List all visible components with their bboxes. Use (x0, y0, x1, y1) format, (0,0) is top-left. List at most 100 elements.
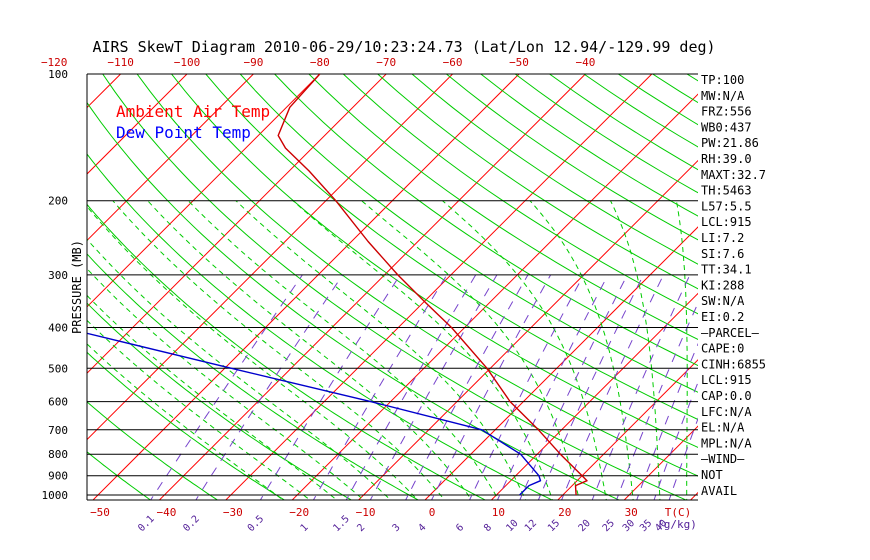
legend-entry-dew-point-temp: Dew Point Temp (116, 123, 251, 142)
pressure-tick-label: 900 (48, 470, 68, 483)
bottom-temperature-label: 30 (625, 506, 638, 519)
bottom-temperature-label: −20 (289, 506, 309, 519)
moist-adiabat-line (235, 200, 527, 500)
bottom-temperature-label: 20 (558, 506, 571, 519)
pressure-tick-label: 1000 (42, 489, 69, 502)
pressure-tick-label: 100 (48, 68, 68, 81)
dry-adiabat-line (308, 74, 698, 341)
dry-adiabat-line (87, 302, 353, 500)
index-item: MPL:N/A (701, 436, 752, 450)
top-temperature-label: −80 (310, 56, 330, 69)
isotherm-line (557, 359, 698, 500)
isotherm-line (87, 74, 188, 175)
mixing-ratio-line (537, 274, 644, 500)
moist-adiabat-line (292, 200, 554, 500)
dry-adiabat-line (825, 74, 870, 504)
mixing-ratio-label: 30 (621, 518, 637, 534)
mixing-ratio-label: 20 (577, 518, 593, 534)
isotherm-line (0, 74, 54, 504)
isotherm-line (87, 74, 121, 109)
dry-adiabat-line (136, 74, 698, 477)
isotherm-line (87, 74, 453, 441)
mixing-ratio-line (312, 274, 448, 500)
dry-adiabat-line (87, 153, 554, 500)
dry-adiabat-line (411, 74, 698, 265)
bottom-temperature-label: 0 (429, 506, 436, 519)
isotherm-line (753, 74, 870, 504)
index-item: CAPE:0 (701, 342, 744, 356)
index-item: MW:N/A (701, 89, 745, 103)
mixing-ratio-label: 12 (523, 518, 539, 534)
isotherm-line (357, 159, 698, 500)
mixing-ratio-lines (150, 274, 698, 500)
index-item: EI:0.2 (701, 310, 744, 324)
moist-adiabat-line (87, 238, 392, 500)
moist-adiabat-line (187, 200, 500, 500)
mixing-ratio-line (653, 381, 698, 500)
isotherm-line (87, 74, 321, 308)
pressure-tick-label: 400 (48, 321, 68, 334)
mixing-ratio-line (469, 274, 585, 500)
isotherm-line (623, 425, 698, 500)
index-item: LI:7.2 (701, 231, 744, 245)
mixing-ratio-line (615, 301, 698, 500)
mixing-ratio-line (668, 417, 698, 500)
top-temperature-label: −100 (174, 56, 201, 69)
profile-series (0, 74, 588, 496)
mixing-ratio-label: 6 (454, 522, 466, 534)
top-temperature-labels: −120 −110 −100 −90 −80 −70 −60 −50 −40 (41, 56, 595, 69)
index-item: FRZ:556 (701, 105, 752, 119)
bottom-temperature-label: −40 (156, 506, 176, 519)
isotherm-line (490, 292, 698, 500)
bottom-temperature-label: −30 (223, 506, 243, 519)
y-axis-label: PRESSURE (MB) (70, 240, 84, 334)
bottom-temperature-label: −50 (90, 506, 110, 519)
isotherm-line (92, 74, 520, 500)
mixing-ratio-line (259, 274, 401, 500)
top-temperature-label: −40 (575, 56, 595, 69)
index-item: KI:288 (701, 278, 744, 292)
index-item: L57:5.5 (701, 199, 752, 213)
mixing-ratio-label: 0.5 (246, 514, 267, 535)
pressure-tick-labels: 100 200 300 400 500 600 700 800 900 1000 (42, 68, 69, 502)
isotherm-line (291, 93, 698, 500)
index-item: CINH:6855 (701, 357, 766, 371)
moist-adiabat-line (675, 200, 688, 500)
moist-adiabat-line (87, 267, 365, 500)
ambient-air-temp-line (277, 74, 588, 496)
dry-adiabat-line (205, 74, 698, 421)
index-item: AVAIL (701, 484, 737, 498)
index-item: PW:21.86 (701, 136, 759, 150)
index-item: TH:5463 (701, 184, 752, 198)
moist-adiabat-line (147, 200, 473, 500)
chart-title: AIRS SkewT Diagram 2010-06-29/10:23:24.7… (92, 38, 715, 56)
dry-adiabat-line (102, 74, 688, 500)
mixing-ratio-line (591, 274, 691, 500)
dry-adiabat-line (790, 74, 870, 504)
dry-adiabat-line (87, 401, 219, 500)
isotherm-line (87, 74, 254, 242)
moist-adiabat-line (361, 200, 580, 500)
dry-adiabat-line (446, 74, 698, 241)
index-item: NOT (701, 468, 723, 482)
background-lines (0, 74, 870, 504)
dew-point-bold-segment (0, 148, 4, 201)
dry-adiabat-line (87, 351, 286, 500)
mixing-ratio-label: 4 (416, 522, 428, 534)
index-item: EL:N/A (701, 421, 745, 435)
top-temperature-label: −120 (41, 56, 68, 69)
isobar-lines (87, 73, 698, 496)
mixing-ratio-line (345, 274, 477, 500)
isotherm-line (158, 74, 586, 500)
isotherm-lines (0, 74, 870, 504)
pressure-tick-label: 800 (48, 448, 68, 461)
mixing-ratio-label: 10 (504, 518, 520, 534)
mixing-ratio-line (431, 274, 552, 500)
bottom-temperature-label: −10 (356, 506, 376, 519)
index-item: —WIND— (701, 452, 745, 466)
bottom-temperature-labels: −50 −40 −30 −20 −10 0 10 20 30 T(C) (90, 506, 691, 519)
dry-adiabat-line (87, 203, 487, 500)
mixing-ratio-line (369, 274, 498, 500)
